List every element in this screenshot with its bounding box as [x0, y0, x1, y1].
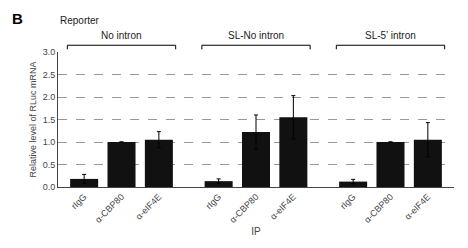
svg-text:rIgG: rIgG	[338, 192, 357, 211]
svg-text:α-eIF4E: α-eIF4E	[403, 192, 433, 222]
svg-text:3.0: 3.0	[43, 47, 56, 57]
svg-text:rIgG: rIgG	[69, 192, 88, 211]
svg-text:rIgG: rIgG	[204, 192, 223, 211]
svg-text:0.0: 0.0	[43, 182, 56, 192]
svg-text:1.0: 1.0	[43, 137, 56, 147]
svg-text:B: B	[12, 10, 23, 27]
svg-text:2.0: 2.0	[43, 92, 56, 102]
svg-text:α-eIF4E: α-eIF4E	[268, 192, 298, 222]
svg-text:IP: IP	[251, 226, 261, 237]
svg-text:No intron: No intron	[101, 30, 142, 41]
svg-text:α-CBP80: α-CBP80	[228, 192, 261, 225]
svg-text:SL-No intron: SL-No intron	[228, 30, 284, 41]
svg-text:α-eIF4E: α-eIF4E	[134, 192, 164, 222]
svg-text:Reporter: Reporter	[60, 15, 100, 26]
svg-text:α-CBP80: α-CBP80	[362, 192, 395, 225]
svg-text:1.5: 1.5	[43, 115, 56, 125]
svg-text:α-CBP80: α-CBP80	[93, 192, 126, 225]
svg-text:SL-5’ intron: SL-5’ intron	[365, 30, 416, 41]
svg-text:Relative level of RLuc mRNA: Relative level of RLuc mRNA	[28, 61, 38, 177]
svg-text:0.5: 0.5	[43, 160, 56, 170]
svg-text:2.5: 2.5	[43, 70, 56, 80]
